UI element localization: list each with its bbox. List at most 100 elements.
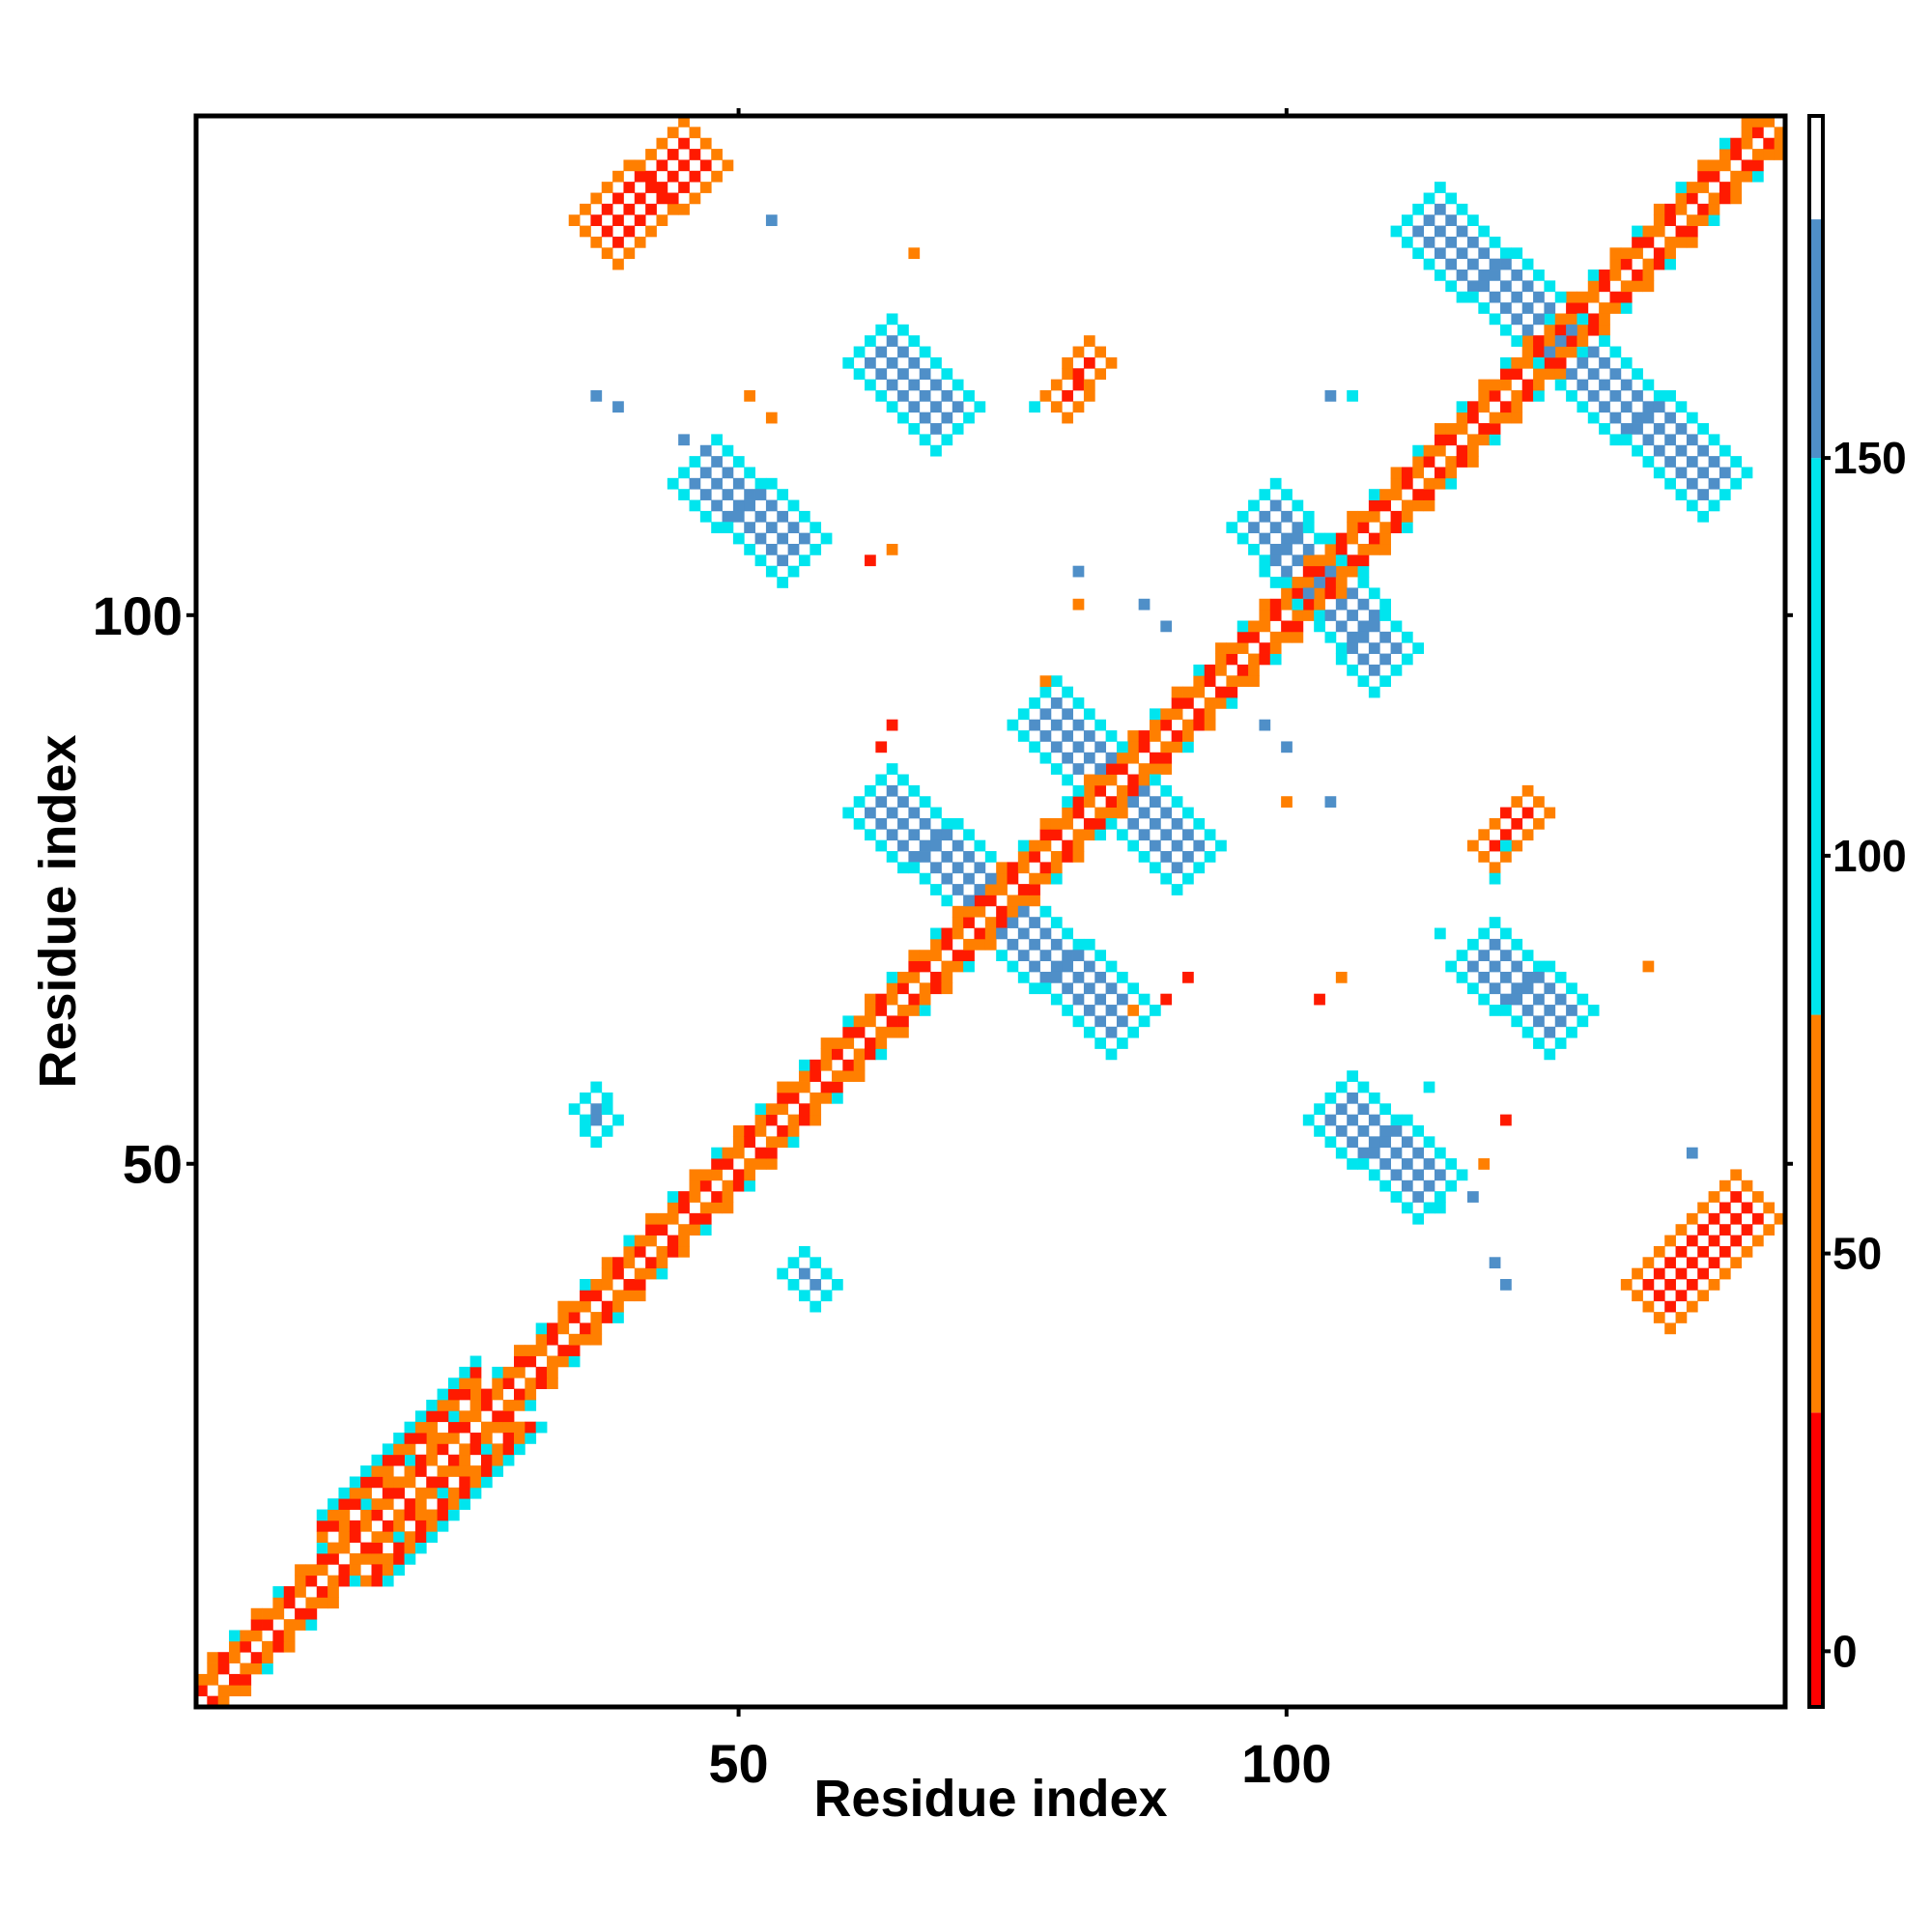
heatmap-cell bbox=[316, 1520, 328, 1532]
heatmap-cell bbox=[1368, 499, 1380, 512]
heatmap-cell bbox=[1500, 401, 1512, 413]
heatmap-cell bbox=[1719, 489, 1731, 500]
heatmap-cell bbox=[1259, 620, 1271, 633]
heatmap-cell bbox=[305, 1607, 318, 1620]
heatmap-cell bbox=[667, 192, 679, 205]
heatmap-cell bbox=[1544, 313, 1556, 326]
heatmap-cell bbox=[1599, 423, 1610, 435]
heatmap-cell bbox=[1314, 993, 1325, 1006]
heatmap-cell bbox=[1489, 291, 1501, 303]
heatmap-cell bbox=[667, 203, 679, 215]
heatmap-cell bbox=[447, 1410, 460, 1423]
heatmap-cell bbox=[382, 1564, 394, 1577]
heatmap-cell bbox=[535, 1378, 548, 1389]
heatmap-cell bbox=[754, 1124, 767, 1137]
heatmap-cell bbox=[1138, 763, 1151, 775]
heatmap-cell bbox=[1686, 182, 1698, 193]
heatmap-cell bbox=[590, 192, 603, 205]
heatmap-cell bbox=[667, 477, 679, 490]
heatmap-cell bbox=[1566, 346, 1577, 358]
heatmap-cell bbox=[437, 1498, 449, 1510]
heatmap-cell bbox=[1062, 982, 1073, 995]
heatmap-cell bbox=[1105, 796, 1118, 808]
heatmap-cell bbox=[393, 1454, 405, 1466]
heatmap-cell bbox=[645, 170, 657, 183]
heatmap-cell bbox=[984, 917, 997, 928]
heatmap-cell bbox=[1062, 356, 1073, 369]
heatmap-cell bbox=[525, 1378, 537, 1389]
heatmap-cell bbox=[1554, 1037, 1567, 1049]
heatmap-cell bbox=[1675, 236, 1688, 248]
heatmap-cell bbox=[1127, 1026, 1140, 1038]
heatmap-cell bbox=[1401, 499, 1413, 512]
heatmap-cell bbox=[1467, 1191, 1479, 1203]
heatmap-cell bbox=[1116, 971, 1128, 983]
heatmap-cell bbox=[744, 1169, 755, 1181]
heatmap-cell bbox=[1609, 389, 1622, 402]
heatmap-cell bbox=[1017, 971, 1030, 983]
heatmap-cell bbox=[1072, 1015, 1085, 1028]
heatmap-cell bbox=[568, 1355, 581, 1368]
heatmap-cell bbox=[1226, 697, 1238, 709]
heatmap-cell bbox=[1675, 1245, 1688, 1258]
heatmap-cell bbox=[1138, 730, 1151, 742]
heatmap-cell bbox=[1423, 1202, 1435, 1214]
heatmap-cell bbox=[1686, 477, 1698, 490]
heatmap-cell bbox=[404, 1433, 416, 1444]
heatmap-cell bbox=[1314, 587, 1325, 600]
heatmap-cell bbox=[1533, 291, 1545, 303]
heatmap-cell bbox=[426, 1454, 438, 1466]
heatmap-cell bbox=[645, 1224, 657, 1236]
heatmap-cell bbox=[557, 1312, 570, 1323]
heatmap-cell bbox=[1292, 577, 1304, 588]
heatmap-cell bbox=[777, 489, 789, 500]
heatmap-cell bbox=[1182, 829, 1194, 841]
heatmap-cell bbox=[1544, 1005, 1556, 1016]
heatmap-cell bbox=[732, 456, 745, 468]
heatmap-cell bbox=[1368, 543, 1380, 555]
heatmap-cell bbox=[1412, 203, 1425, 215]
heatmap-cell bbox=[1072, 971, 1085, 983]
heatmap-cell bbox=[1138, 851, 1151, 863]
heatmap-cell bbox=[525, 1421, 537, 1434]
heatmap-cell bbox=[1105, 763, 1118, 775]
heatmap-cell bbox=[996, 862, 1008, 874]
heatmap-cell bbox=[1083, 796, 1095, 808]
heatmap-cell bbox=[1150, 839, 1161, 852]
heatmap-cell bbox=[919, 434, 931, 446]
heatmap-cell bbox=[580, 225, 591, 238]
heatmap-cell bbox=[295, 1564, 306, 1577]
heatmap-cell bbox=[963, 895, 975, 907]
heatmap-cell bbox=[371, 1564, 384, 1577]
heatmap-cell bbox=[437, 1520, 449, 1532]
heatmap-cell bbox=[1599, 356, 1610, 369]
heatmap-cell bbox=[1105, 1005, 1118, 1016]
heatmap-cell bbox=[514, 1433, 526, 1444]
heatmap-cell bbox=[1182, 872, 1194, 885]
heatmap-cell bbox=[1577, 346, 1589, 358]
heatmap-cell bbox=[1511, 247, 1523, 260]
heatmap-cell bbox=[865, 1015, 876, 1028]
heatmap-cell bbox=[1751, 159, 1764, 172]
heatmap-cell bbox=[1292, 532, 1304, 545]
heatmap-cell bbox=[1324, 565, 1337, 578]
heatmap-cell bbox=[1423, 489, 1435, 500]
heatmap-cell bbox=[1215, 697, 1227, 709]
heatmap-cell bbox=[711, 1191, 723, 1203]
heatmap-cell bbox=[492, 1443, 504, 1456]
heatmap-cell bbox=[1094, 368, 1107, 381]
heatmap-cell bbox=[754, 510, 767, 523]
heatmap-cell bbox=[1083, 774, 1095, 786]
heatmap-cell bbox=[1259, 510, 1271, 523]
heatmap-cell bbox=[360, 1509, 372, 1521]
heatmap-cell bbox=[1171, 817, 1183, 830]
heatmap-cell bbox=[744, 543, 755, 555]
heatmap-cell bbox=[1029, 982, 1040, 995]
heatmap-cell bbox=[1347, 642, 1358, 654]
heatmap-cell bbox=[1182, 741, 1194, 753]
heatmap-cell bbox=[338, 1531, 351, 1544]
heatmap-cell bbox=[272, 1640, 285, 1653]
heatmap-cell bbox=[1751, 149, 1764, 160]
heatmap-cell bbox=[437, 1487, 449, 1499]
heatmap-cell bbox=[1467, 214, 1479, 226]
